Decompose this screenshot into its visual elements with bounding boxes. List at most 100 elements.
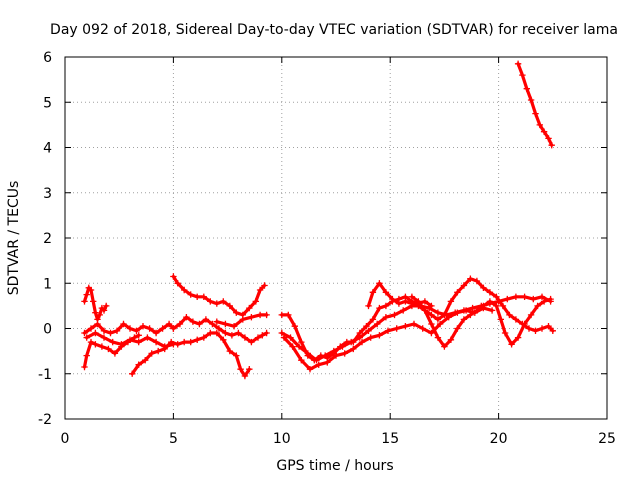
data-point <box>356 334 363 341</box>
data-point <box>391 311 398 319</box>
data-point <box>525 325 533 332</box>
data-point <box>222 320 229 328</box>
data-point <box>527 96 535 104</box>
series-line <box>516 62 554 147</box>
y-tick-label: 6 <box>43 50 52 66</box>
data-point <box>237 366 244 373</box>
data-point <box>534 302 541 310</box>
plot-frame <box>64 56 608 420</box>
data-point <box>538 293 546 300</box>
data-point <box>161 345 168 353</box>
data-point <box>152 329 160 337</box>
data-point <box>521 293 528 300</box>
data-point <box>384 327 392 334</box>
data-point <box>118 341 125 348</box>
data-point <box>87 338 95 346</box>
data-point <box>213 329 220 337</box>
data-point <box>467 275 474 282</box>
data-point <box>536 121 543 129</box>
data-point <box>183 314 190 321</box>
data-point <box>369 289 377 296</box>
data-point <box>480 302 487 310</box>
data-point <box>100 334 108 341</box>
data-point <box>170 273 177 280</box>
data-point <box>87 286 95 294</box>
data-point <box>248 314 255 321</box>
data-point <box>200 334 207 341</box>
series-line <box>171 315 269 344</box>
y-tick-label: 4 <box>43 141 52 157</box>
data-point <box>187 291 194 298</box>
data-point <box>81 363 88 371</box>
data-point <box>295 343 303 350</box>
gridlines <box>65 57 607 419</box>
data-point <box>81 329 88 337</box>
data-point <box>126 325 134 332</box>
data-point <box>382 302 390 310</box>
data-point <box>94 320 101 328</box>
data-point <box>434 334 442 341</box>
data-point <box>92 341 99 348</box>
data-point <box>135 361 142 368</box>
data-point <box>365 302 372 310</box>
data-point <box>187 338 194 346</box>
data-point <box>421 298 429 305</box>
data-point <box>126 336 134 343</box>
data-series <box>81 60 556 380</box>
data-point <box>376 304 383 312</box>
data-point <box>454 309 461 316</box>
data-point <box>263 329 270 337</box>
data-point <box>408 293 416 300</box>
data-point <box>189 318 197 325</box>
data-point <box>428 329 435 337</box>
data-point <box>241 372 249 380</box>
data-point <box>207 298 214 305</box>
data-point <box>530 295 537 303</box>
data-point <box>486 298 494 305</box>
data-point <box>174 280 181 287</box>
series-track-a-early <box>81 284 110 323</box>
data-point <box>165 320 173 328</box>
data-point <box>144 334 151 341</box>
data-point <box>228 332 236 339</box>
data-point <box>545 135 552 142</box>
data-point <box>103 302 110 310</box>
data-point <box>252 298 259 305</box>
data-point <box>402 298 409 305</box>
data-point <box>259 332 266 339</box>
data-point <box>436 320 444 328</box>
data-point <box>181 286 188 294</box>
data-point <box>519 71 526 79</box>
data-point <box>261 282 268 289</box>
y-tick-label: 3 <box>43 186 52 202</box>
data-point <box>395 300 403 307</box>
y-tick-label: -2 <box>38 412 52 428</box>
data-point <box>521 320 528 328</box>
data-point <box>155 347 162 355</box>
data-point <box>382 289 390 296</box>
data-point <box>100 307 108 314</box>
data-point <box>285 311 292 319</box>
data-point <box>298 338 305 346</box>
data-point <box>246 304 253 312</box>
data-point <box>107 329 114 337</box>
data-point <box>263 311 270 319</box>
y-tick-label: -1 <box>38 367 52 383</box>
data-point <box>400 307 407 314</box>
data-point <box>81 298 88 305</box>
chart-title: Day 092 of 2018, Sidereal Day-to-day VTE… <box>50 22 618 38</box>
data-point <box>504 295 511 303</box>
series-track-m-late <box>408 293 554 350</box>
data-point <box>291 323 298 330</box>
data-point <box>486 289 494 296</box>
data-point <box>213 318 220 325</box>
data-point <box>194 336 201 343</box>
data-point <box>389 295 396 303</box>
data-point <box>215 325 223 332</box>
data-point <box>233 352 240 359</box>
data-point <box>393 325 400 332</box>
data-point <box>246 366 253 373</box>
y-tick-labels: -2 -1 0 1 2 3 4 5 6 <box>38 50 52 428</box>
data-point <box>200 293 207 300</box>
data-point <box>220 298 227 305</box>
